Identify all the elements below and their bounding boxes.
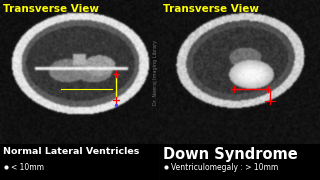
Text: < 10mm: < 10mm (11, 163, 44, 172)
Text: Down Syndrome: Down Syndrome (163, 147, 298, 162)
Text: Dr. Neeraj Imaging Library: Dr. Neeraj Imaging Library (154, 39, 158, 105)
Text: Ventriculomegaly : > 10mm: Ventriculomegaly : > 10mm (171, 163, 278, 172)
Text: Normal Lateral Ventricles: Normal Lateral Ventricles (3, 147, 140, 156)
Text: Transverse View: Transverse View (3, 4, 99, 14)
Text: Transverse View: Transverse View (163, 4, 259, 14)
Bar (160, 144, 320, 180)
Bar (0, 144, 160, 180)
